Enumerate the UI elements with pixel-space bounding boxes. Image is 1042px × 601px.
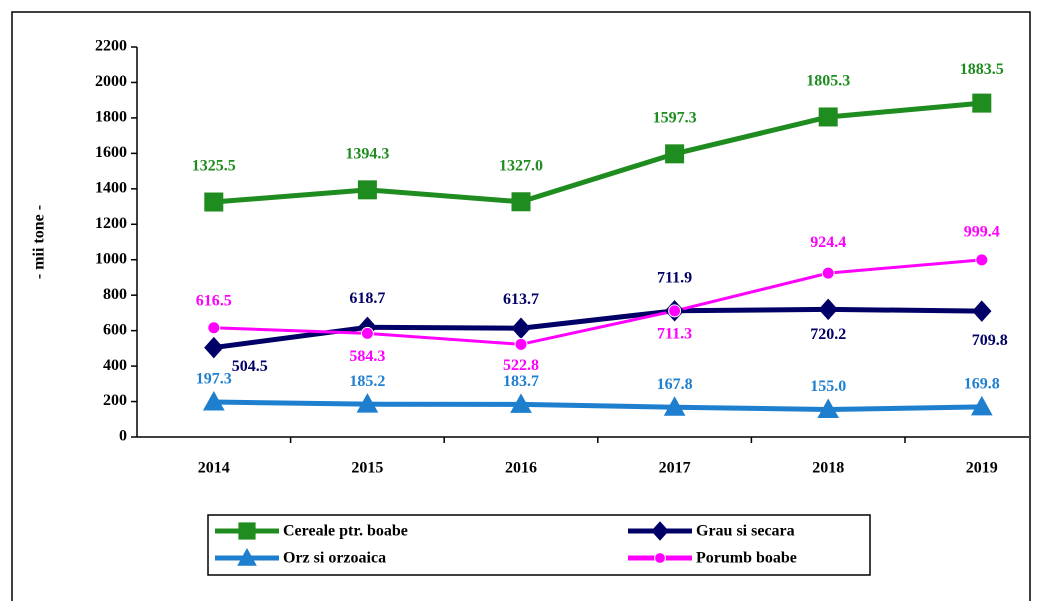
y-tick-label: 1800 <box>95 109 127 126</box>
x-tick-label: 2019 <box>966 460 998 477</box>
marker <box>972 93 992 113</box>
data-label: 711.9 <box>657 269 692 286</box>
marker <box>970 395 993 416</box>
y-tick-label: 400 <box>103 357 127 374</box>
x-tick-label: 2015 <box>351 460 383 477</box>
marker <box>204 192 224 212</box>
legend-label: Cereale ptr. boabe <box>283 523 408 540</box>
data-label: 720.2 <box>810 326 846 343</box>
y-tick-label: 1200 <box>95 215 127 232</box>
y-tick-label: 0 <box>119 428 127 445</box>
data-label: 522.8 <box>503 357 539 374</box>
y-tick-label: 2000 <box>95 73 127 90</box>
data-label: 504.5 <box>232 358 268 375</box>
marker <box>663 396 686 416</box>
series-line <box>213 100 983 205</box>
marker <box>821 266 835 280</box>
marker <box>972 300 992 322</box>
marker <box>511 192 531 212</box>
y-tick-label: 1400 <box>95 179 127 196</box>
legend-label: Porumb boabe <box>696 550 797 567</box>
data-label: 584.3 <box>349 348 385 365</box>
x-tick-label: 2016 <box>505 460 537 477</box>
legend-label: Grau si secara <box>696 523 795 540</box>
data-label: 183.7 <box>503 373 539 390</box>
y-tick-label: 1600 <box>95 144 127 161</box>
data-label: 155.0 <box>810 378 846 395</box>
x-tick-label: 2018 <box>812 460 844 477</box>
marker <box>665 144 685 164</box>
data-label: 709.8 <box>972 332 1008 349</box>
data-label: 618.7 <box>349 290 385 307</box>
data-label: 924.4 <box>810 234 846 251</box>
data-label: 1883.5 <box>960 61 1004 78</box>
y-tick-label: 800 <box>103 286 127 303</box>
marker <box>510 393 532 413</box>
chart-frame <box>11 11 1031 601</box>
y-tick-label: 2200 <box>95 38 127 55</box>
y-axis-label: - mii tone - <box>31 205 48 279</box>
marker <box>654 552 666 564</box>
series-line <box>213 258 982 346</box>
data-label: 999.4 <box>964 224 1000 241</box>
marker <box>356 393 379 413</box>
marker <box>237 547 257 566</box>
data-label: 711.3 <box>657 326 692 343</box>
data-label: 169.8 <box>964 376 1000 393</box>
data-label: 185.2 <box>349 373 385 390</box>
marker <box>238 522 256 540</box>
marker <box>202 390 225 411</box>
marker <box>818 298 838 321</box>
y-tick-label: 1000 <box>95 250 127 267</box>
marker <box>514 337 528 351</box>
data-label: 1325.5 <box>192 158 236 175</box>
data-label: 167.8 <box>657 376 693 393</box>
marker <box>360 326 374 340</box>
x-tick-label: 2014 <box>198 460 230 477</box>
y-tick-label: 600 <box>103 321 127 338</box>
series-line <box>213 306 982 351</box>
x-tick-label: 2017 <box>659 460 691 477</box>
marker <box>818 107 838 127</box>
marker <box>204 336 224 359</box>
y-tick-label: 200 <box>103 392 127 409</box>
data-label: 616.5 <box>196 292 232 309</box>
data-label: 1327.0 <box>499 157 543 174</box>
marker <box>207 321 221 335</box>
data-label: 1597.3 <box>653 110 697 127</box>
series-line <box>213 399 982 413</box>
marker <box>668 304 682 318</box>
marker <box>651 521 669 541</box>
data-label: 1805.3 <box>806 73 850 90</box>
data-label: 613.7 <box>503 291 539 308</box>
data-label: 197.3 <box>196 371 232 388</box>
marker <box>817 398 840 419</box>
marker <box>357 180 377 200</box>
legend-box <box>207 514 871 576</box>
data-label: 1394.3 <box>345 146 389 163</box>
marker <box>975 253 989 267</box>
legend-label: Orz si orzoaica <box>283 550 386 567</box>
